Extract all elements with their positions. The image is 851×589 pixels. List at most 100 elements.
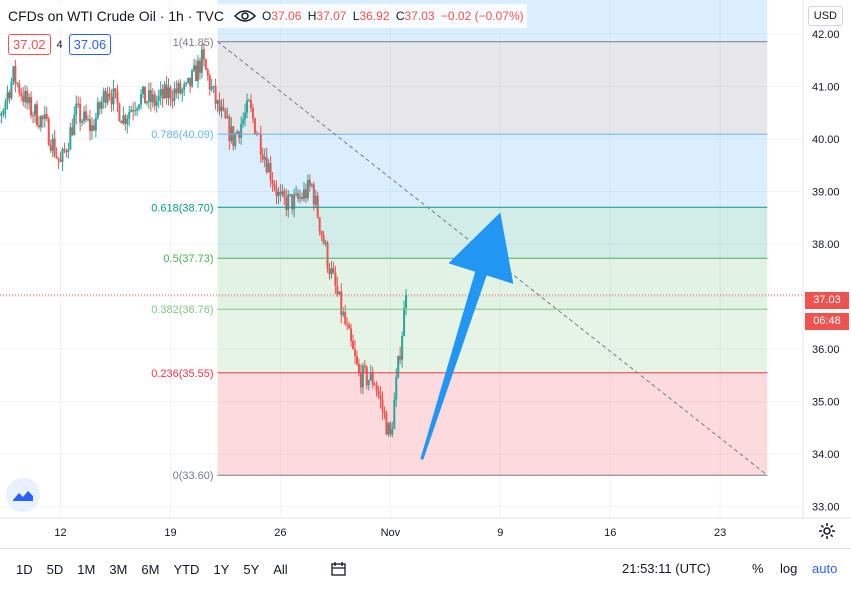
time-scale[interactable]: 12 19 26 Nov 9 16 23 bbox=[0, 517, 851, 539]
candle-body bbox=[16, 83, 19, 85]
candle-body bbox=[265, 157, 268, 173]
calendar-icon[interactable] bbox=[330, 560, 348, 578]
candle-body bbox=[405, 295, 408, 309]
arrow-shape bbox=[420, 212, 514, 460]
candle-body bbox=[216, 100, 219, 104]
candle-body bbox=[100, 101, 103, 109]
currency-button[interactable]: USD bbox=[807, 6, 843, 26]
time-tick-label: 12 bbox=[54, 527, 66, 539]
gear-icon[interactable] bbox=[818, 522, 836, 540]
candle-body bbox=[310, 184, 313, 186]
candle-body bbox=[179, 82, 182, 94]
candle-body bbox=[130, 109, 133, 112]
candle-body bbox=[332, 268, 335, 273]
auto-toggle[interactable]: auto bbox=[812, 561, 838, 576]
candle-body bbox=[354, 349, 357, 357]
range-button-1y[interactable]: 1Y bbox=[213, 561, 230, 577]
candle-body bbox=[102, 90, 105, 102]
time-tick-label: 23 bbox=[714, 527, 726, 539]
candle-body bbox=[249, 100, 252, 109]
utc-clock[interactable]: 21:53:11 (UTC) bbox=[622, 561, 711, 576]
open-value: 37.06 bbox=[271, 9, 302, 23]
change-value: −0.02 (−0.07%) bbox=[440, 9, 524, 23]
candle-body bbox=[375, 384, 378, 391]
candle-body bbox=[379, 395, 382, 400]
symbol-title[interactable]: CFDs on WTI Crude Oil · 1h · TVC bbox=[8, 8, 225, 24]
candle-body bbox=[81, 121, 84, 123]
candle-body bbox=[200, 49, 203, 73]
price-tick-label: 34.00 bbox=[812, 449, 840, 461]
candle-body bbox=[114, 88, 117, 92]
price-tick-label: 36.00 bbox=[812, 344, 840, 356]
fib-level-label: 0.786(40.09) bbox=[151, 129, 213, 141]
candle-body bbox=[401, 336, 404, 360]
range-button-1m[interactable]: 1M bbox=[77, 561, 96, 577]
range-button-5d[interactable]: 5D bbox=[46, 561, 64, 577]
eye-icon[interactable] bbox=[233, 9, 257, 23]
candle-body bbox=[0, 114, 3, 116]
log-toggle[interactable]: log bbox=[780, 561, 798, 576]
candle-body bbox=[94, 118, 97, 131]
candle-body bbox=[367, 380, 370, 386]
time-tick-label: 16 bbox=[604, 527, 616, 539]
tradingview-logo-icon[interactable] bbox=[6, 478, 40, 512]
candle-body bbox=[87, 119, 90, 121]
candle-body bbox=[228, 116, 231, 142]
candle-body bbox=[204, 59, 207, 70]
ask-price[interactable]: 37.06 bbox=[68, 34, 112, 55]
high-label: H bbox=[307, 9, 317, 23]
candle-body bbox=[0, 113, 1, 116]
range-button-ytd[interactable]: YTD bbox=[173, 561, 200, 577]
candle-body bbox=[287, 194, 290, 210]
candle-body bbox=[312, 184, 315, 205]
candle-body bbox=[389, 423, 392, 435]
candle-body bbox=[177, 82, 180, 94]
range-button-5y[interactable]: 5Y bbox=[243, 561, 260, 577]
candle-series bbox=[0, 42, 408, 438]
candle-body bbox=[393, 399, 396, 430]
chart-canvas[interactable]: 1(41.85) 0.786(40.09) 0.618(38.70) 0.5(37.7… bbox=[0, 0, 851, 548]
candle-body bbox=[226, 116, 229, 119]
range-button-all[interactable]: All bbox=[273, 561, 288, 577]
candle-body bbox=[194, 65, 197, 82]
candle-body bbox=[161, 89, 164, 99]
candle-body bbox=[242, 119, 245, 124]
candle-body bbox=[275, 188, 278, 197]
candle-body bbox=[22, 95, 25, 102]
candle-body bbox=[28, 97, 31, 104]
candle-body bbox=[79, 103, 82, 123]
candle-body bbox=[324, 242, 327, 244]
candle-body bbox=[169, 87, 172, 99]
candle-body bbox=[269, 163, 272, 181]
candle-body bbox=[330, 268, 333, 275]
candle-body bbox=[222, 106, 225, 110]
candle-body bbox=[218, 100, 221, 112]
candle-body bbox=[271, 180, 274, 185]
candle-body bbox=[381, 399, 384, 411]
chart-legend: CFDs on WTI Crude Oil · 1h · TVC O37.06 … bbox=[4, 4, 527, 28]
candle-body bbox=[220, 106, 223, 112]
range-button-1d[interactable]: 1D bbox=[16, 561, 33, 577]
candle-body bbox=[151, 94, 154, 103]
candle-body bbox=[120, 121, 123, 124]
candle-body bbox=[230, 126, 233, 142]
bid-price[interactable]: 37.02 bbox=[8, 34, 51, 55]
candle-body bbox=[365, 367, 368, 386]
candle-body bbox=[240, 123, 243, 138]
candle-body bbox=[206, 69, 209, 76]
range-button-6m[interactable]: 6M bbox=[141, 561, 160, 577]
fib-level-label: 0.5(37.73) bbox=[163, 253, 213, 265]
candle-body bbox=[373, 384, 376, 386]
candle-body bbox=[163, 84, 166, 99]
time-tick-label: Nov bbox=[381, 527, 401, 539]
percent-toggle[interactable]: % bbox=[752, 561, 764, 576]
candle-body bbox=[277, 191, 280, 197]
range-button-3m[interactable]: 3M bbox=[109, 561, 128, 577]
candle-body bbox=[244, 112, 247, 120]
candle-body bbox=[295, 193, 298, 195]
candle-body bbox=[12, 66, 15, 82]
candle-body bbox=[399, 356, 402, 360]
price-scale[interactable]: 42.0041.0040.0039.0038.0037.0036.0035.00… bbox=[802, 0, 840, 518]
price-tick-label: 39.00 bbox=[812, 187, 840, 199]
up-arrow-drawing[interactable] bbox=[420, 212, 514, 460]
